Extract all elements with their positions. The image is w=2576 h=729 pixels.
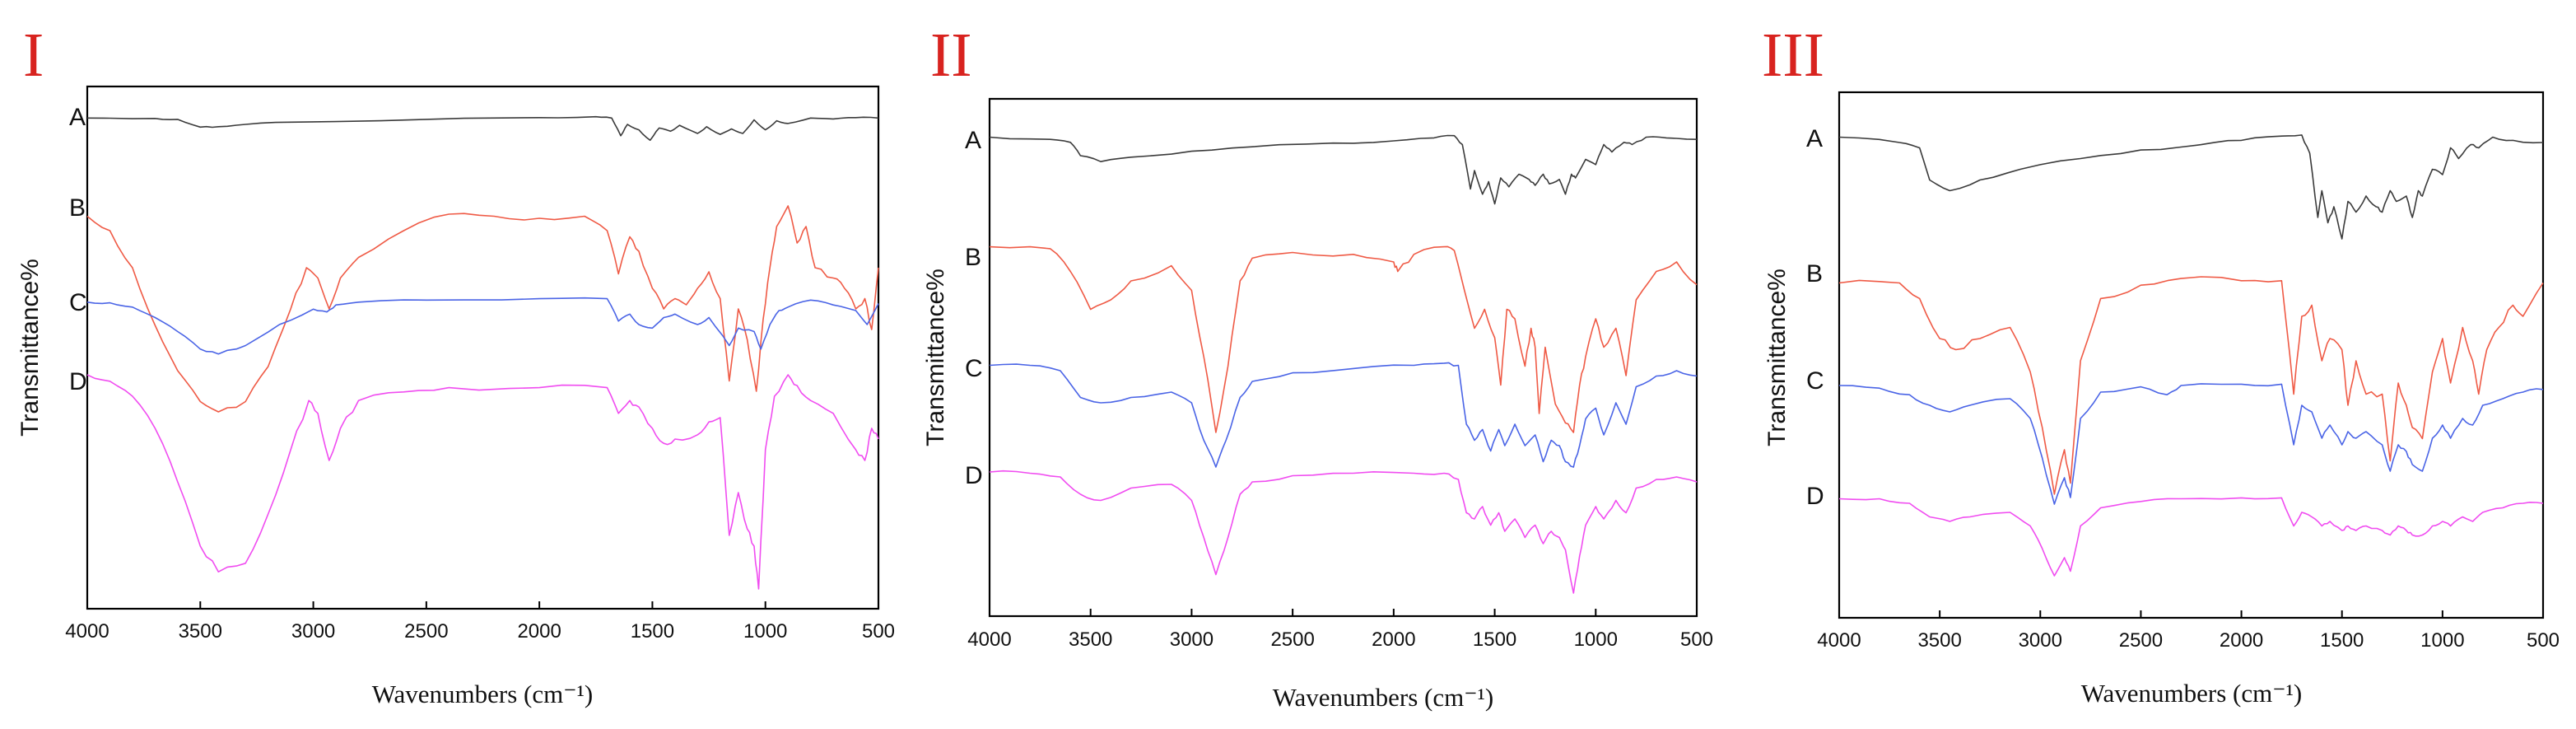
- panel-I-ylabel: Transmittance%: [16, 259, 44, 437]
- xtick-label: 2500: [404, 620, 448, 643]
- xtick-label: 2000: [1372, 629, 1415, 651]
- panel-II: II A B C D Transmittance% Wavenumbers (c…: [922, 21, 1713, 712]
- spectrum-line-B: [86, 205, 879, 413]
- panel-I-xticks: 4000 3500 3000 2500 2000 1500 1000 500: [65, 601, 895, 643]
- panel-II-curve-label-C: C: [965, 355, 983, 382]
- panel-II-xticks: 4000 3500 3000 2500 2000 1500 1000 500: [967, 609, 1713, 651]
- panel-II-frame: [988, 97, 1698, 618]
- xtick-label: 3000: [291, 620, 335, 643]
- panel-II-curve-label-A: A: [965, 127, 981, 154]
- panel-III-xticks: 4000 3500 3000 2500 2000 1500 1000 500: [1817, 610, 2560, 652]
- xtick-label: 3500: [179, 620, 222, 643]
- xtick-label: 3500: [1069, 629, 1112, 651]
- xtick-label: 1000: [2420, 629, 2464, 652]
- xtick-label: 2000: [2220, 629, 2263, 652]
- panel-I-curve-label-A: A: [69, 104, 86, 131]
- panel-III-traces: [1838, 134, 2544, 577]
- spectrum-line-C: [86, 297, 879, 355]
- xtick-label: 4000: [967, 629, 1011, 651]
- panel-II-curve-label-D: D: [965, 462, 983, 489]
- panel-III-xlabel: Wavenumbers (cm⁻¹): [2081, 679, 2302, 708]
- spectrum-line-C: [989, 362, 1698, 468]
- xtick-label: 4000: [65, 620, 109, 643]
- xtick-label: 1500: [2320, 629, 2364, 652]
- panel-II-traces: [989, 134, 1698, 594]
- xtick-label: 3500: [1917, 629, 1961, 652]
- panel-III-curve-label-B: B: [1806, 260, 1823, 287]
- panel-III-title: III: [1762, 21, 1824, 90]
- panel-III-curve-label-C: C: [1806, 367, 1824, 395]
- xtick-label: 3000: [2019, 629, 2062, 652]
- panel-II-curve-label-B: B: [965, 244, 981, 271]
- xtick-label: 2500: [1270, 629, 1314, 651]
- spectrum-line-A: [86, 115, 879, 142]
- panel-I-curve-label-D: D: [69, 368, 87, 395]
- spectrum-line-A: [989, 134, 1698, 205]
- panel-II-xlabel: Wavenumbers (cm⁻¹): [1273, 683, 1493, 712]
- spectrum-line-D: [86, 374, 879, 590]
- panel-I-traces: [86, 115, 879, 590]
- spectrum-line-B: [1838, 276, 2544, 495]
- panel-I-frame: [86, 85, 880, 610]
- panel-I-xlabel: Wavenumbers (cm⁻¹): [372, 680, 593, 708]
- spectrum-line-A: [1838, 134, 2544, 240]
- panel-III-curve-label-A: A: [1806, 125, 1823, 152]
- xtick-label: 1500: [1473, 629, 1516, 651]
- xtick-label: 500: [2527, 629, 2560, 652]
- spectrum-line-C: [1838, 383, 2544, 505]
- panel-III: III A B C D Transmittance% Wavenumbers (…: [1762, 21, 2560, 708]
- xtick-label: 2500: [2119, 629, 2163, 652]
- panel-II-title: II: [930, 21, 972, 90]
- xtick-label: 500: [1680, 629, 1713, 651]
- panel-III-ylabel: Transmittance%: [1763, 269, 1791, 446]
- panel-III-curve-label-D: D: [1806, 483, 1824, 510]
- spectrum-line-D: [1838, 497, 2544, 577]
- panel-I: I A B C D Transmittance% Wavenumbers (cm…: [16, 21, 895, 708]
- xtick-label: 500: [862, 620, 895, 643]
- spectrum-line-D: [989, 470, 1698, 594]
- xtick-label: 4000: [1817, 629, 1861, 652]
- xtick-label: 1000: [743, 620, 787, 643]
- panel-II-ylabel: Transmittance%: [922, 269, 949, 446]
- panel-III-frame: [1838, 91, 2545, 619]
- xtick-label: 2000: [517, 620, 561, 643]
- panel-I-curve-label-B: B: [69, 194, 86, 222]
- panel-I-curve-label-C: C: [69, 289, 87, 316]
- xtick-label: 1500: [631, 620, 674, 643]
- xtick-label: 3000: [1170, 629, 1213, 651]
- xtick-label: 1000: [1574, 629, 1618, 651]
- panel-I-title: I: [23, 21, 44, 90]
- spectrum-line-B: [989, 245, 1698, 433]
